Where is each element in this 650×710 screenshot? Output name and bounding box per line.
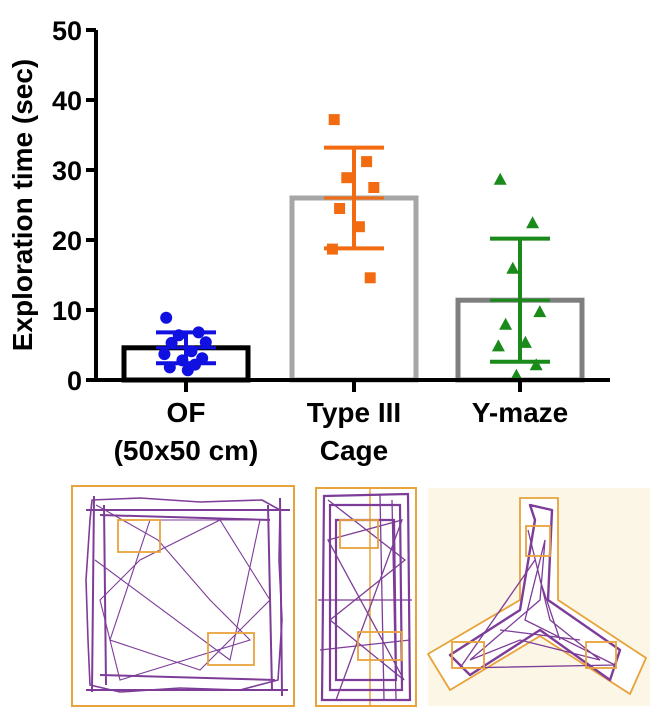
- category-labels: OF (50x50 cm) Type III Cage Y-maze: [114, 397, 569, 466]
- y-tick-label: 30: [52, 156, 82, 186]
- data-point: [160, 311, 173, 324]
- data-point: [499, 317, 513, 330]
- y-tick-label: 10: [52, 296, 82, 326]
- data-point: [353, 221, 365, 233]
- category-label: OF: [167, 397, 206, 428]
- data-point: [506, 261, 520, 274]
- data-point: [341, 172, 353, 184]
- data-point: [165, 336, 178, 349]
- data-point: [526, 216, 540, 229]
- x-axis: [94, 378, 610, 392]
- y-axis-title: Exploration time (sec): [7, 59, 38, 352]
- error-bars: [156, 145, 550, 366]
- data-point: [334, 203, 346, 214]
- data-point: [328, 114, 340, 126]
- y-tick-label: 0: [67, 366, 82, 396]
- category-label: Y-maze: [472, 397, 569, 428]
- category-label: (50x50 cm): [114, 435, 259, 466]
- data-point: [181, 364, 194, 377]
- data-point: [533, 305, 547, 318]
- data-point: [364, 272, 376, 284]
- y-maze-track: [426, 488, 650, 706]
- open-field-track: [71, 485, 295, 707]
- data-point: [361, 156, 373, 168]
- data-point: [518, 335, 532, 348]
- data-point: [158, 348, 171, 361]
- category-label: Type III: [307, 397, 401, 428]
- data-points: [158, 114, 547, 381]
- data-point: [368, 182, 380, 193]
- data-point: [491, 339, 505, 352]
- y-tick-label: 20: [52, 226, 82, 256]
- data-point: [493, 172, 507, 185]
- category-label: Cage: [320, 435, 388, 466]
- type-iii-cage-track: [315, 487, 417, 707]
- y-axis: 0 10 20 30 40 50: [52, 16, 98, 396]
- data-point: [199, 336, 212, 349]
- y-tick-label: 50: [52, 16, 82, 46]
- data-point: [509, 368, 523, 381]
- data-point: [529, 358, 543, 371]
- y-tick-label: 40: [52, 86, 82, 116]
